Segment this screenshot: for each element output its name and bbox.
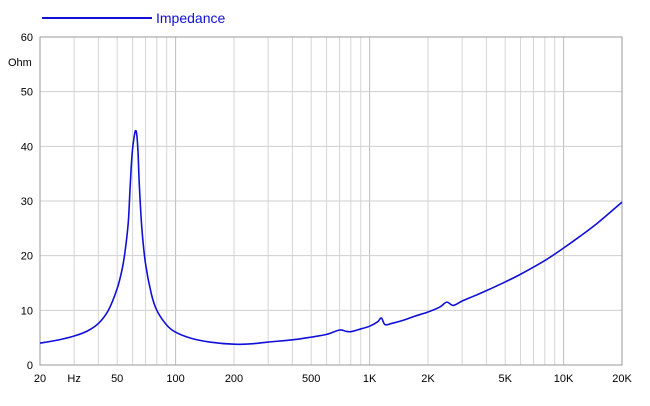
y-tick-label: 10	[21, 305, 33, 317]
x-tick-label: 1K	[363, 373, 377, 385]
x-tick-label: Hz	[67, 373, 80, 385]
legend-label: Impedance	[156, 10, 226, 26]
legend-swatch	[42, 17, 152, 19]
x-tick-label: 2K	[421, 373, 435, 385]
y-tick-label: 60	[21, 32, 33, 44]
legend: Impedance	[42, 8, 225, 28]
y-axis-unit-label: Ohm	[8, 57, 32, 69]
y-tick-label: 50	[21, 87, 33, 99]
y-tick-label: 30	[21, 196, 33, 208]
x-tick-label: 100	[166, 373, 184, 385]
series-line-impedance	[39, 129, 623, 346]
x-tick-label: 500	[302, 373, 320, 385]
plot-frame	[39, 36, 623, 366]
y-tick-label: 0	[27, 360, 33, 372]
x-tick-label: 20	[34, 373, 46, 385]
x-tick-label: 50	[111, 373, 123, 385]
x-tick-label: 20K	[612, 373, 632, 385]
x-tick-label: 10K	[554, 373, 574, 385]
x-tick-label: 5K	[498, 373, 512, 385]
x-tick-label: 200	[225, 373, 243, 385]
y-tick-label: 20	[21, 251, 33, 263]
y-tick-label: 40	[21, 141, 33, 153]
